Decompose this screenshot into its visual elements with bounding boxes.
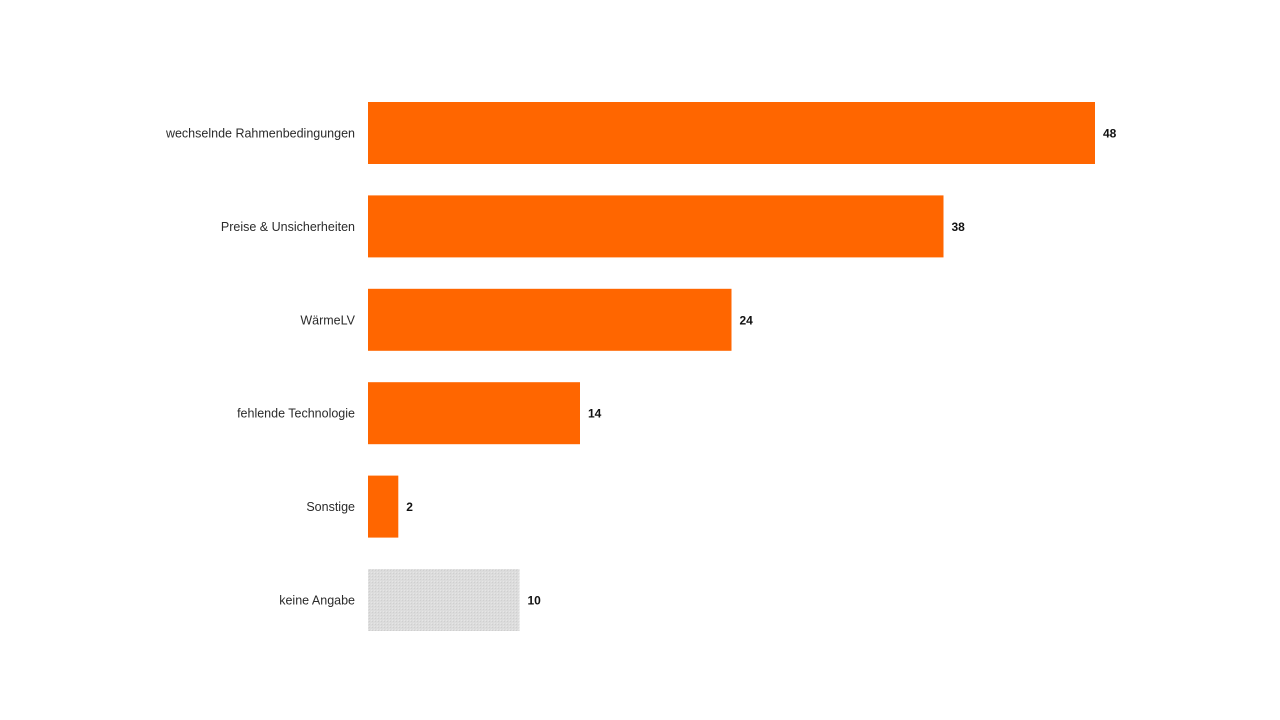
category-label-3: WärmeLV [300, 313, 355, 327]
bar-5 [368, 475, 399, 538]
category-label-2: Preise & Unsicherheiten [221, 220, 355, 234]
value-label-3: 24 [740, 313, 754, 327]
category-label-6: keine Angabe [279, 594, 355, 608]
value-label-5: 2 [406, 500, 413, 514]
value-label-4: 14 [588, 407, 602, 421]
category-label-5: Sonstige [306, 500, 355, 514]
category-label-4: fehlende Technologie [237, 407, 355, 421]
bar-4 [368, 382, 580, 445]
category-label-1: wechselnde Rahmenbedingungen [165, 127, 355, 141]
value-label-1: 48 [1103, 127, 1117, 141]
value-label-2: 38 [952, 220, 966, 234]
category-labels-group: wechselnde Rahmenbedingungen Preise & Uns… [165, 127, 356, 608]
bar-3 [368, 288, 732, 351]
value-labels-group: 48 38 24 14 2 10 [406, 127, 1116, 608]
bar-6 [368, 569, 520, 631]
bar-1 [368, 102, 1095, 164]
bars-group [368, 102, 1095, 631]
bar-2 [368, 195, 944, 258]
value-label-6: 10 [528, 594, 542, 608]
